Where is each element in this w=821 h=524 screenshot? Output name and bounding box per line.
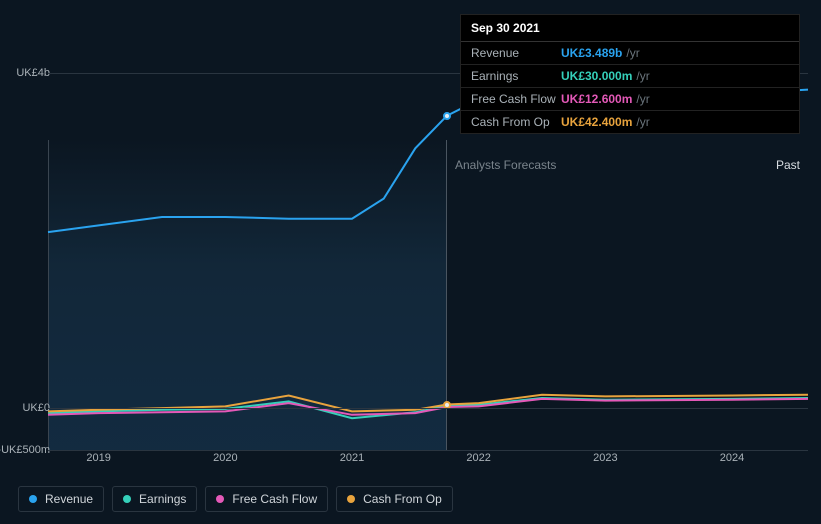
legend-item-free-cash-flow[interactable]: Free Cash Flow bbox=[205, 486, 328, 512]
tooltip-row: Cash From OpUK£42.400m/yr bbox=[461, 111, 799, 133]
chart-legend: Revenue Earnings Free Cash Flow Cash From O… bbox=[18, 486, 453, 512]
tooltip-metric-unit: /yr bbox=[636, 69, 649, 83]
legend-dot-icon bbox=[347, 495, 355, 503]
y-axis-label: -UK£500m bbox=[0, 444, 50, 456]
legend-label: Earnings bbox=[139, 492, 186, 506]
legend-dot-icon bbox=[29, 495, 37, 503]
tooltip-metric-value: UK£30.000m bbox=[561, 69, 632, 83]
x-axis-label: 2021 bbox=[340, 452, 364, 464]
gridline bbox=[48, 408, 808, 409]
tooltip-metric-unit: /yr bbox=[636, 92, 649, 106]
legend-dot-icon bbox=[216, 495, 224, 503]
legend-item-revenue[interactable]: Revenue bbox=[18, 486, 104, 512]
legend-dot-icon bbox=[123, 495, 131, 503]
tooltip-row: Free Cash FlowUK£12.600m/yr bbox=[461, 88, 799, 111]
x-axis-label: 2023 bbox=[593, 452, 617, 464]
legend-label: Cash From Op bbox=[363, 492, 442, 506]
legend-item-cash-from-op[interactable]: Cash From Op bbox=[336, 486, 453, 512]
legend-label: Free Cash Flow bbox=[232, 492, 317, 506]
tooltip-metric-value: UK£42.400m bbox=[561, 115, 632, 129]
tooltip-metric-unit: /yr bbox=[626, 46, 639, 60]
chart-tooltip: Sep 30 2021 RevenueUK£3.489b/yrEarningsU… bbox=[460, 14, 800, 134]
tooltip-row: RevenueUK£3.489b/yr bbox=[461, 42, 799, 65]
x-axis-label: 2022 bbox=[466, 452, 490, 464]
x-axis-label: 2020 bbox=[213, 452, 237, 464]
legend-label: Revenue bbox=[45, 492, 93, 506]
tooltip-metric-label: Revenue bbox=[471, 46, 561, 60]
tooltip-metric-value: UK£3.489b bbox=[561, 46, 622, 60]
x-axis-label: 2019 bbox=[86, 452, 110, 464]
legend-item-earnings[interactable]: Earnings bbox=[112, 486, 197, 512]
tooltip-metric-label: Cash From Op bbox=[471, 115, 561, 129]
y-axis-label: UK£4b bbox=[16, 67, 50, 79]
hover-marker bbox=[443, 112, 451, 120]
tooltip-metric-value: UK£12.600m bbox=[561, 92, 632, 106]
gridline bbox=[48, 450, 808, 451]
x-axis-label: 2024 bbox=[720, 452, 744, 464]
tooltip-metric-label: Free Cash Flow bbox=[471, 92, 561, 106]
tooltip-row: EarningsUK£30.000m/yr bbox=[461, 65, 799, 88]
tooltip-date: Sep 30 2021 bbox=[461, 15, 799, 42]
tooltip-metric-label: Earnings bbox=[471, 69, 561, 83]
y-axis-label: UK£0 bbox=[22, 402, 50, 414]
tooltip-metric-unit: /yr bbox=[636, 115, 649, 129]
